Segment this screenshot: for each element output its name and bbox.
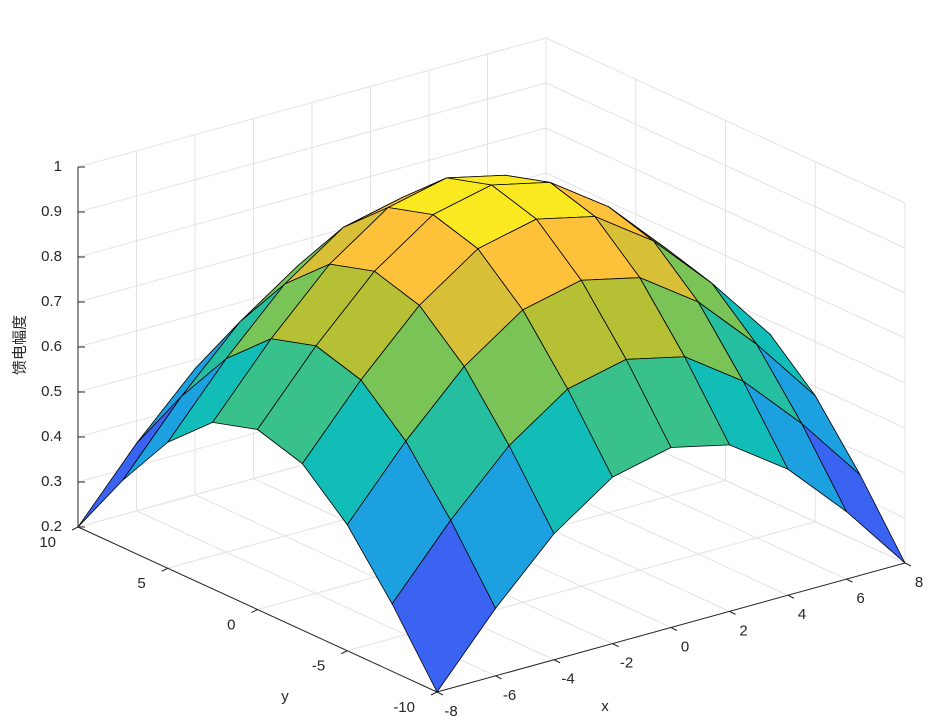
y-tick <box>430 691 438 696</box>
x-tick <box>436 691 444 696</box>
grid-line <box>545 127 906 294</box>
grid-line <box>77 127 547 258</box>
y-tick-label: -5 <box>312 658 325 675</box>
x-tick <box>670 627 678 631</box>
surface-patch <box>801 423 906 564</box>
x-axis-label: x <box>601 698 609 715</box>
x-tick-label: 4 <box>798 606 806 623</box>
x-tick-label: -6 <box>503 687 516 704</box>
x-tick <box>787 594 795 599</box>
z-tick-label: 0.6 <box>41 338 62 355</box>
x-tick <box>846 578 853 583</box>
x-tick <box>729 610 736 615</box>
y-tick <box>71 526 79 531</box>
grid-line <box>77 37 547 168</box>
y-tick <box>341 650 348 655</box>
y-tick-label: -10 <box>393 699 415 716</box>
y-axis-label: y <box>281 688 289 705</box>
z-tick-label: 0.4 <box>41 428 62 445</box>
z-tick-label: 0.5 <box>41 383 62 400</box>
y-tick <box>161 567 168 572</box>
grid-line <box>545 82 906 249</box>
x-tick-label: 2 <box>739 622 747 639</box>
z-tick-label: 0.7 <box>41 293 62 310</box>
x-tick-label: 8 <box>915 574 923 591</box>
z-tick-label: 0.8 <box>41 248 62 265</box>
z-tick-label: 0.2 <box>41 518 62 535</box>
x-tick <box>612 643 619 648</box>
z-tick-label: 0.3 <box>41 473 62 490</box>
x-tick-label: -8 <box>444 703 457 720</box>
grid-line <box>77 82 547 213</box>
y-tick-label: 0 <box>227 616 235 633</box>
x-tick <box>495 675 502 680</box>
surface-patch <box>391 519 496 693</box>
y-tick-label: 5 <box>137 575 145 592</box>
x-tick-label: -4 <box>561 671 574 688</box>
x-tick-label: -2 <box>620 655 633 672</box>
grid-line <box>545 172 906 339</box>
x-tick-label: 6 <box>856 590 864 607</box>
y-tick-label: 10 <box>39 534 56 551</box>
z-axis-label: 馈电幅度 <box>11 315 29 375</box>
x-tick-label: 0 <box>681 638 689 655</box>
surface-patch <box>77 396 182 528</box>
x-tick <box>904 562 912 567</box>
z-tick-label: 1 <box>54 158 62 175</box>
z-tick-label: 0.9 <box>41 203 62 220</box>
grid-line <box>545 37 906 204</box>
x-tick <box>553 659 561 664</box>
y-tick <box>251 609 258 613</box>
